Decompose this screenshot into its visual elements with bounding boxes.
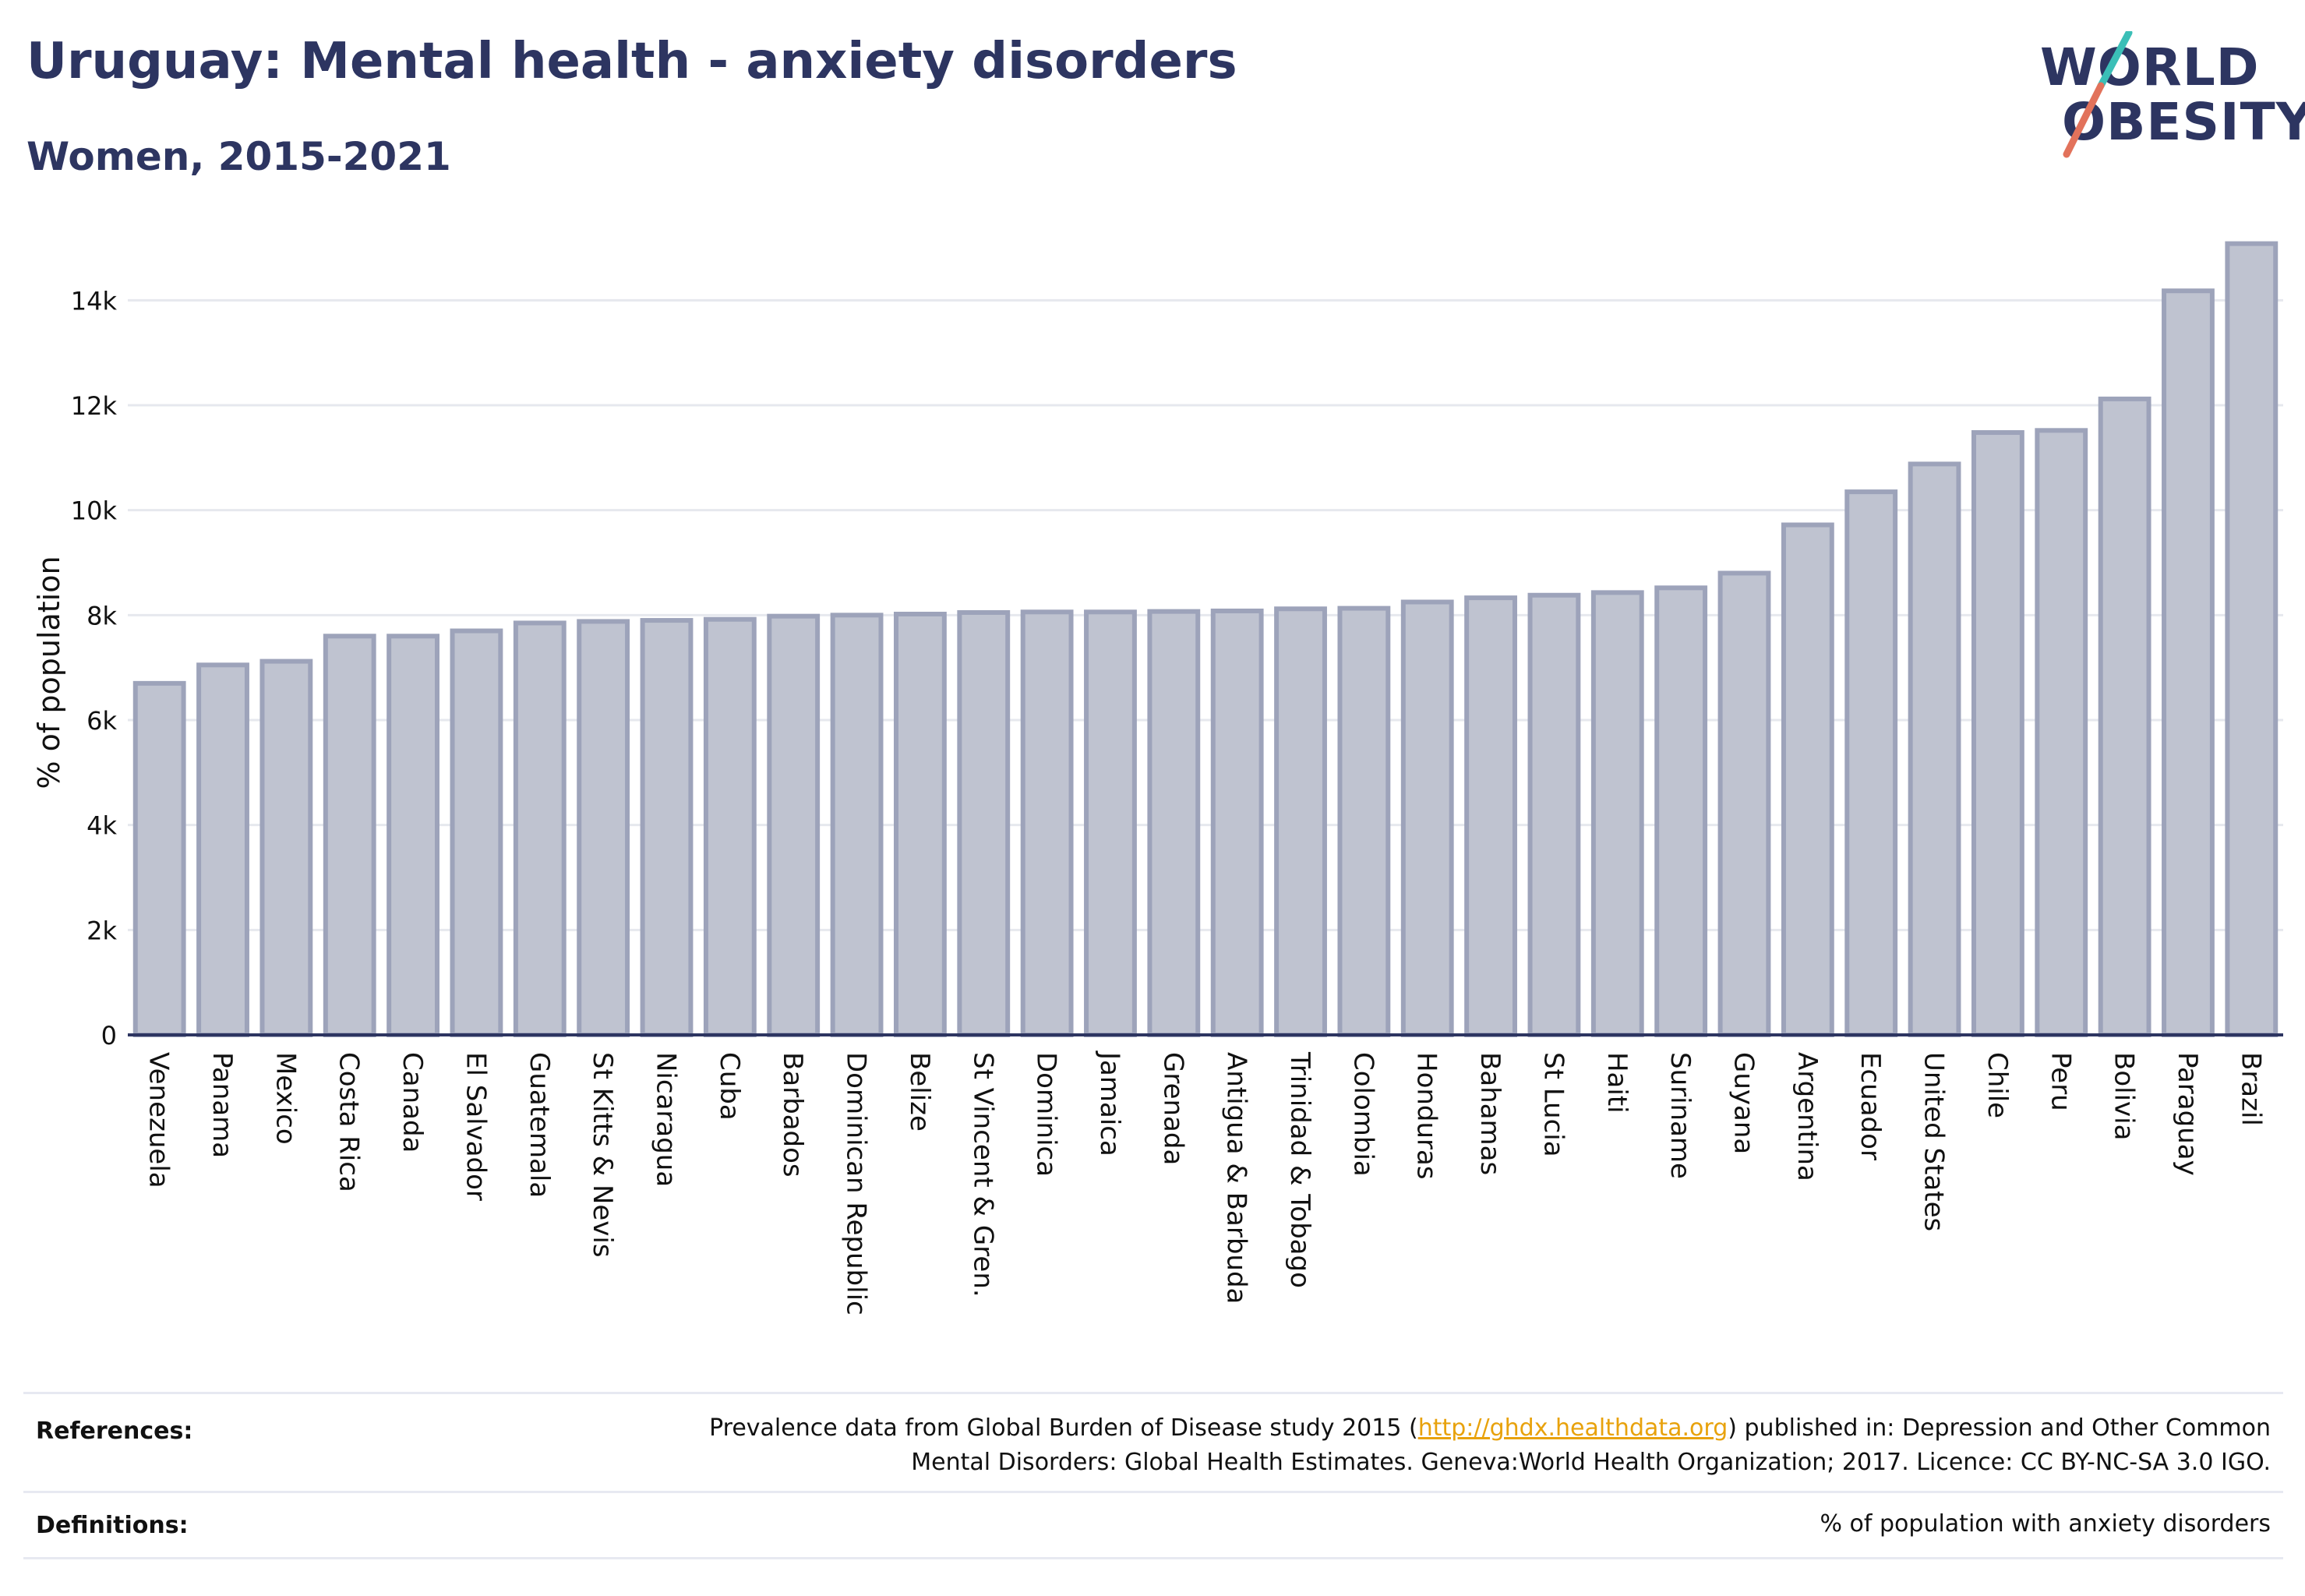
references-text: Prevalence data from Global Burden of Di…	[709, 1411, 2271, 1480]
bar-ecuador[interactable]	[1844, 489, 1898, 1038]
bar-suriname[interactable]	[1654, 585, 1708, 1037]
x-tick-label: Haiti	[1601, 1052, 1633, 1114]
y-tick-label: 2k	[86, 916, 117, 945]
bar-venezuela[interactable]	[132, 680, 186, 1037]
y-tick-label: 8k	[86, 601, 117, 630]
bar-st-kitts-nevis[interactable]	[577, 619, 630, 1037]
x-tick-label: Grenada	[1157, 1052, 1188, 1165]
x-tick-label: Paraguay	[2172, 1052, 2203, 1176]
definitions-text: % of population with anxiety disorders	[1820, 1510, 2271, 1538]
x-tick-label: Suriname	[1664, 1052, 1696, 1179]
x-tick-label: Brazil	[2235, 1052, 2266, 1126]
bar-dominican-republic[interactable]	[830, 613, 884, 1037]
x-tick-label: Barbados	[777, 1052, 808, 1178]
chart-subtitle: Women, 2015-2021	[26, 134, 451, 179]
x-tick-label: Bahamas	[1474, 1052, 1505, 1175]
bar-nicaragua[interactable]	[640, 618, 694, 1037]
y-tick-label: 12k	[71, 391, 118, 421]
bar-haiti[interactable]	[1590, 590, 1644, 1037]
x-tick-label: St Lucia	[1537, 1052, 1569, 1157]
x-tick-label: Dominica	[1031, 1052, 1062, 1177]
bar-cuba[interactable]	[703, 616, 757, 1037]
x-tick-label: Jamaica	[1094, 1050, 1125, 1156]
bar-guyana[interactable]	[1717, 570, 1771, 1037]
x-tick-label: St Kitts & Nevis	[587, 1052, 618, 1258]
bar-costa-rica[interactable]	[323, 634, 376, 1037]
x-tick-label: St Vincent & Gren.	[967, 1052, 998, 1298]
x-tick-label: Trinidad & Tobago	[1284, 1051, 1315, 1288]
x-tick-label: Guatemala	[524, 1052, 555, 1198]
x-tick-label: Nicaragua	[651, 1052, 682, 1187]
y-axis-label: % of population	[32, 556, 66, 789]
x-tick-label: Bolivia	[2109, 1052, 2140, 1140]
references-text-before: Prevalence data from Global Burden of Di…	[709, 1414, 1418, 1442]
bar-barbados[interactable]	[767, 613, 821, 1037]
bar-antigua-barbuda[interactable]	[1210, 608, 1264, 1037]
bar-canada[interactable]	[387, 634, 440, 1037]
bar-el-salvador[interactable]	[450, 628, 503, 1037]
definitions-row: Definitions: % of population with anxiet…	[23, 1491, 2283, 1559]
references-row: References: Prevalence data from Global …	[23, 1392, 2283, 1491]
y-tick-label: 6k	[86, 706, 117, 736]
references-line2: Mental Disorders: Global Health Estimate…	[911, 1449, 2271, 1476]
logo-line1: WORLD	[2040, 37, 2260, 97]
bar-dominica[interactable]	[1020, 609, 1074, 1037]
bar-honduras[interactable]	[1400, 599, 1454, 1037]
y-tick-label: 14k	[71, 286, 118, 316]
y-tick-label: 10k	[71, 496, 118, 526]
x-tick-label: Argentina	[1791, 1052, 1823, 1181]
x-tick-label: Ecuador	[1855, 1052, 1886, 1160]
references-label: References:	[36, 1418, 193, 1445]
bar-chile[interactable]	[1971, 430, 2024, 1038]
bar-bolivia[interactable]	[2098, 396, 2151, 1038]
bar-grenada[interactable]	[1147, 609, 1201, 1037]
x-tick-label: Chile	[1982, 1052, 2013, 1118]
bar-st-vincent-gren-[interactable]	[957, 609, 1011, 1037]
x-tick-label: Guyana	[1728, 1052, 1760, 1154]
x-tick-label: Cuba	[714, 1052, 745, 1121]
world-obesity-logo: WORLD OBESITY	[2026, 31, 2305, 171]
x-tick-label: Panama	[206, 1052, 238, 1158]
y-tick-label: 4k	[86, 811, 117, 841]
bar-paraguay[interactable]	[2162, 288, 2215, 1038]
bar-united-states[interactable]	[1908, 461, 1961, 1037]
y-tick-labels: 0 2k 4k 6k 8k 10k 12k 14k	[71, 286, 118, 1050]
x-tick-label: Dominican Republic	[841, 1052, 872, 1315]
x-tick-label: El Salvador	[460, 1052, 491, 1201]
x-tick-label: Venezuela	[143, 1052, 175, 1188]
bar-colombia[interactable]	[1337, 606, 1391, 1037]
references-text-after: ) published in: Depression and Other Com…	[1728, 1414, 2271, 1442]
bar-belize[interactable]	[893, 611, 947, 1037]
logo-slash-icon	[2063, 31, 2133, 158]
bar-guatemala[interactable]	[513, 620, 567, 1037]
x-tick-label: Honduras	[1411, 1052, 1442, 1180]
x-tick-label: Canada	[397, 1052, 428, 1153]
y-tick-label: 0	[101, 1021, 117, 1050]
x-tick-label: Peru	[2045, 1052, 2076, 1111]
bar-jamaica[interactable]	[1084, 609, 1137, 1037]
definitions-label: Definitions:	[36, 1512, 189, 1539]
x-tick-label: Belize	[904, 1052, 935, 1132]
x-tick-label: Colombia	[1347, 1052, 1378, 1177]
x-tick-label: Antigua & Barbuda	[1221, 1052, 1252, 1304]
x-tick-label: United States	[1918, 1052, 1950, 1231]
x-tick-label: Costa Rica	[334, 1052, 365, 1192]
references-table: References: Prevalence data from Global …	[23, 1392, 2283, 1559]
bar-trinidad-tobago[interactable]	[1274, 606, 1327, 1037]
references-link[interactable]: http://ghdx.healthdata.org	[1417, 1414, 1728, 1442]
x-tick-labels: Venezuela Panama Mexico Costa Rica Canada El …	[143, 1050, 2267, 1315]
bar-peru[interactable]	[2035, 428, 2088, 1037]
bar-panama[interactable]	[196, 662, 249, 1037]
bar-argentina[interactable]	[1781, 522, 1834, 1037]
bars	[132, 241, 2279, 1038]
x-tick-label: Mexico	[270, 1052, 301, 1145]
bar-bahamas[interactable]	[1464, 595, 1518, 1037]
bar-st-lucia[interactable]	[1527, 592, 1581, 1038]
bar-brazil[interactable]	[2225, 241, 2279, 1037]
chart-title: Uruguay: Mental health - anxiety disorde…	[26, 33, 1237, 90]
bar-chart: 0 2k 4k 6k 8k 10k 12k 14k Venezuela Panama Mexico…	[32, 241, 2283, 1315]
logo-line2: OBESITY	[2062, 92, 2305, 152]
bar-mexico[interactable]	[259, 659, 313, 1037]
